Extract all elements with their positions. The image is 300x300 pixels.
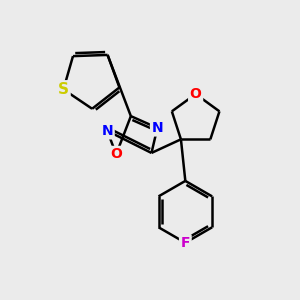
Text: S: S [58, 82, 69, 97]
Text: O: O [110, 147, 122, 161]
Text: O: O [190, 87, 202, 101]
Text: F: F [181, 236, 190, 250]
Text: N: N [152, 121, 163, 135]
Text: N: N [101, 124, 113, 138]
